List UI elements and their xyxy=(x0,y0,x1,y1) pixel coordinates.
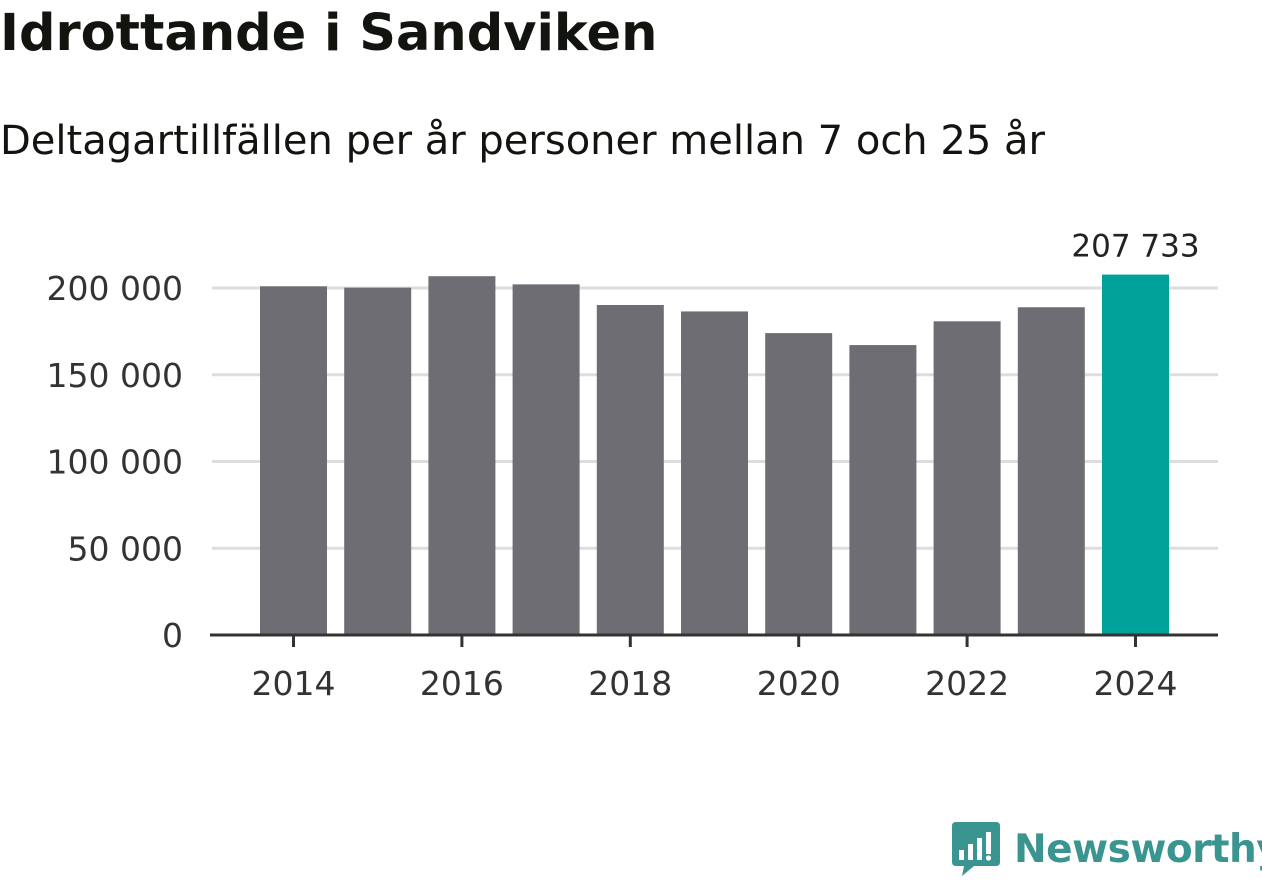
x-tick-label: 2022 xyxy=(925,664,1009,703)
bar xyxy=(344,287,412,635)
newsworthy-logo-icon xyxy=(952,822,1000,876)
bar xyxy=(428,276,496,635)
y-tick-label: 150 000 xyxy=(47,356,183,395)
y-tick-label: 50 000 xyxy=(68,529,183,568)
x-tick-label: 2018 xyxy=(588,664,672,703)
bar xyxy=(765,333,833,635)
y-tick-label: 100 000 xyxy=(47,443,183,482)
y-tick-label: 0 xyxy=(162,616,183,655)
newsworthy-logo: Newsworthy xyxy=(950,818,1262,880)
bar xyxy=(596,305,664,635)
chart-subtitle: Deltagartillfällen per år personer mella… xyxy=(0,118,1045,164)
bar xyxy=(681,311,748,635)
bar-chart: 0 50 000 100 000 150 000 200 000 207 733 2014 2… xyxy=(47,229,1218,703)
data-label: 207 733 xyxy=(1071,229,1199,265)
bar xyxy=(849,345,917,635)
x-tick-label: 2014 xyxy=(252,664,336,703)
x-tick-label: 2016 xyxy=(420,664,504,703)
x-tick-label: 2020 xyxy=(757,664,841,703)
bar xyxy=(1017,307,1085,635)
y-tick-label: 200 000 xyxy=(47,269,183,308)
bar-highlight xyxy=(1102,274,1169,635)
brand-name: Newsworthy xyxy=(1014,826,1262,872)
chart-title: Idrottande i Sandviken xyxy=(0,4,658,63)
bar xyxy=(933,321,1001,635)
bar xyxy=(512,284,580,635)
x-tick-label: 2024 xyxy=(1094,664,1178,703)
bar xyxy=(260,286,327,635)
